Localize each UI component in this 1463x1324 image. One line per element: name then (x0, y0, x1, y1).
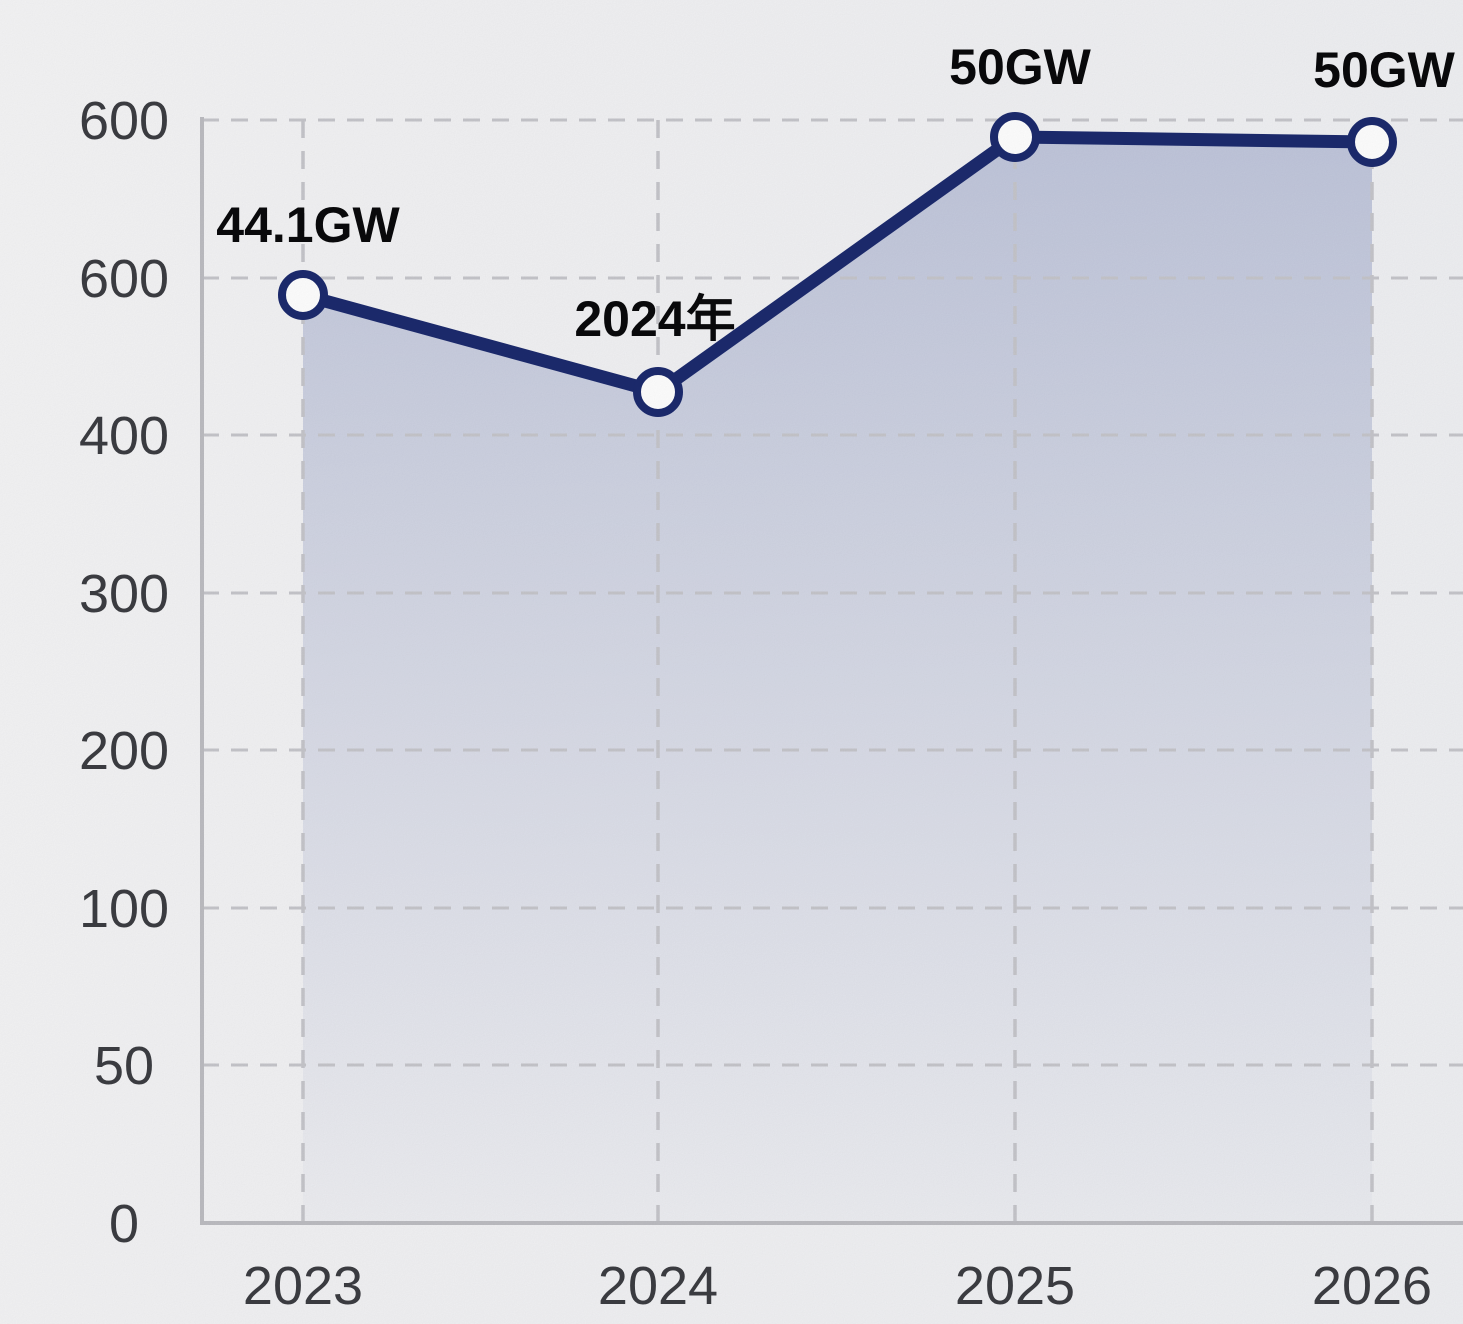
point-label-2024: 2024年 (574, 291, 735, 347)
data-point-marker-2024 (633, 367, 683, 417)
x-tick-label-2026: 2026 (1312, 1256, 1432, 1316)
x-tick-label-2025: 2025 (955, 1256, 1075, 1316)
y-tick-label: 100 (79, 879, 169, 939)
axes-layer (200, 117, 1463, 1225)
y-axis-tick-labels: 600 600 400 300 200 100 50 0 (79, 91, 169, 1254)
y-tick-label: 0 (109, 1194, 139, 1254)
x-axis-tick-labels: 2023 2024 2025 2026 (243, 1256, 1432, 1316)
x-tick-label-2023: 2023 (243, 1256, 363, 1316)
data-point-marker-2023 (278, 270, 328, 320)
data-point-labels: 44.1GW 2024年 50GW 50GW (216, 39, 1455, 347)
series-area-fill (303, 137, 1372, 1223)
data-point-marker-2025 (990, 112, 1040, 162)
gridline-layer (202, 118, 1463, 1223)
point-label-2026: 50GW (1313, 42, 1456, 98)
point-label-2025: 50GW (949, 39, 1092, 95)
data-point-marker-2026 (1347, 117, 1397, 167)
data-line-layer (296, 130, 1379, 400)
point-label-2023: 44.1GW (216, 197, 400, 253)
y-tick-label: 200 (79, 721, 169, 781)
y-tick-label: 300 (79, 564, 169, 624)
y-tick-label: 400 (79, 406, 169, 466)
y-tick-label: 600 (79, 91, 169, 151)
x-tick-label-2024: 2024 (598, 1256, 718, 1316)
y-tick-label: 600 (79, 249, 169, 309)
area-fill-layer (303, 137, 1372, 1223)
data-marker-layer (278, 112, 1397, 417)
y-tick-label: 50 (94, 1036, 154, 1096)
series-line (296, 130, 1379, 400)
